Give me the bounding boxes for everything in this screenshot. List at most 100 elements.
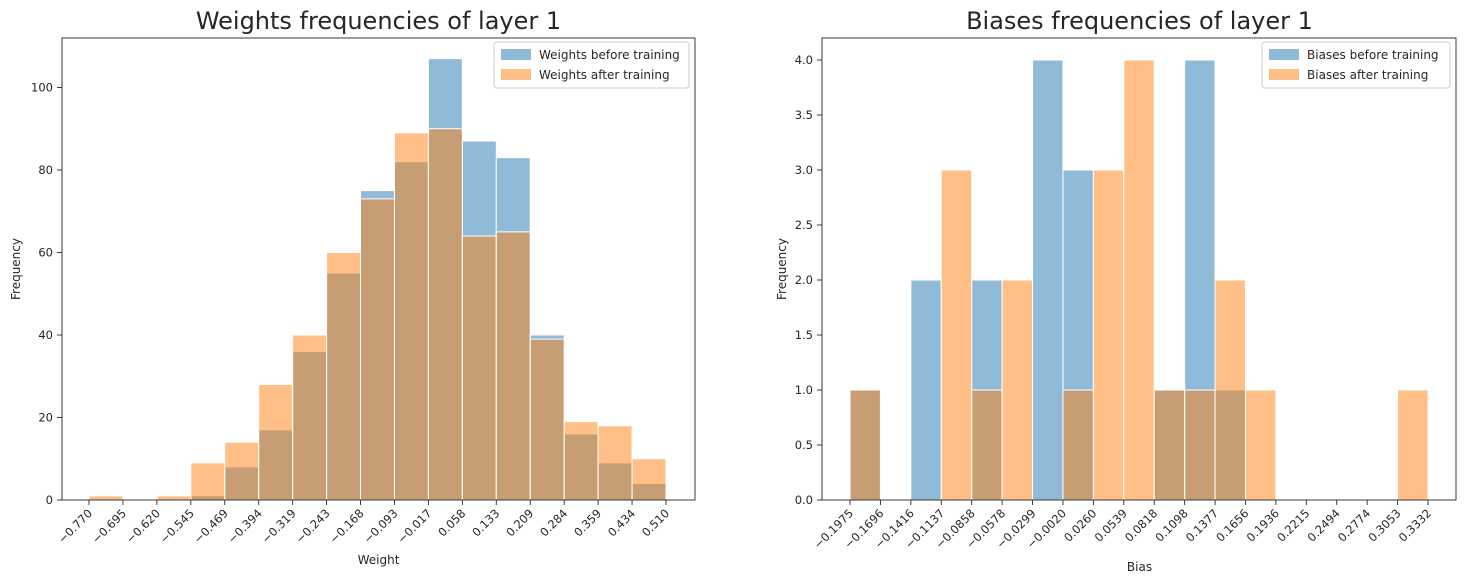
bar-before-6 xyxy=(1032,59,1064,501)
bar-after-8 xyxy=(1092,169,1125,501)
biases-legend-before: Biases before training xyxy=(1307,48,1439,62)
bar-after-18 xyxy=(1397,389,1429,501)
weights-bars xyxy=(88,58,667,501)
bar-after-6 xyxy=(292,334,328,501)
y-tick-label: 0 xyxy=(46,493,53,507)
x-tick-label: 0.2215 xyxy=(1274,506,1312,544)
y-tick-label: 3.5 xyxy=(795,108,813,122)
x-tick-label: 0.0818 xyxy=(1122,506,1160,544)
bar-after-7 xyxy=(1062,389,1094,501)
bar-after-12 xyxy=(1214,279,1246,501)
weights-histogram: Weights frequencies of layer 1 0 20 40 60 80… xyxy=(9,7,696,567)
bar-after-15 xyxy=(597,425,633,501)
weights-legend-frame xyxy=(493,41,690,89)
y-tick-label: 40 xyxy=(38,328,53,342)
bar-after-8 xyxy=(360,198,395,501)
x-tick-label: 0.1656 xyxy=(1213,506,1251,544)
x-tick-label: −0.017 xyxy=(395,506,435,546)
y-tick-label: 1.0 xyxy=(795,383,813,397)
y-tick-label: 4.0 xyxy=(795,53,813,67)
weights-chart-title: Weights frequencies of layer 1 xyxy=(196,7,561,35)
biases-bars xyxy=(849,59,1429,501)
biases-y-ticks: 0.0 0.5 1.0 1.5 2.0 2.5 3.0 3.5 4.0 xyxy=(795,53,822,507)
biases-legend: Biases before training Biases after trai… xyxy=(1261,41,1451,89)
y-tick-label: 80 xyxy=(38,163,53,177)
biases-histogram: Biases frequencies of layer 1 0.0 0.5 1.0 1… xyxy=(775,7,1457,574)
x-tick-label: 0.2774 xyxy=(1335,506,1373,544)
x-tick-label: 0.284 xyxy=(537,506,570,539)
bar-after-11 xyxy=(1184,389,1216,501)
bar-after-4 xyxy=(971,389,1003,501)
y-tick-label: 60 xyxy=(38,246,53,260)
x-tick-label: 0.3332 xyxy=(1396,506,1434,544)
x-tick-label: 0.0539 xyxy=(1092,506,1130,544)
x-tick-label: 0.0260 xyxy=(1061,506,1099,544)
bar-after-0 xyxy=(88,495,124,501)
weights-legend-after: Weights after training xyxy=(539,68,670,82)
biases-chart-title: Biases frequencies of layer 1 xyxy=(966,7,1313,35)
x-tick-label: −0.545 xyxy=(157,506,197,546)
weights-plot-frame xyxy=(61,37,696,501)
bar-before-2 xyxy=(910,279,942,501)
biases-x-ticks: −0.1975−0.1696−0.1416−0.1137−0.0858−0.05… xyxy=(811,500,1434,551)
x-tick-label: 0.1936 xyxy=(1244,506,1282,544)
bar-after-16 xyxy=(631,458,667,501)
bar-after-10 xyxy=(1153,389,1186,501)
x-tick-label: −0.620 xyxy=(123,506,163,546)
x-tick-label: 0.2494 xyxy=(1304,506,1342,544)
bar-after-4 xyxy=(224,441,260,501)
x-tick-label: −0.469 xyxy=(191,506,231,546)
biases-legend-frame xyxy=(1261,41,1451,89)
y-tick-label: 20 xyxy=(38,411,53,425)
bar-after-13 xyxy=(529,338,565,501)
x-tick-label: 0.1098 xyxy=(1152,506,1190,544)
bar-after-14 xyxy=(563,421,599,501)
bar-after-9 xyxy=(1123,59,1155,501)
bar-after-9 xyxy=(393,132,429,501)
x-tick-label: 0.510 xyxy=(639,506,672,539)
x-tick-label: −0.243 xyxy=(293,506,333,546)
bar-after-13 xyxy=(1244,389,1277,501)
x-tick-label: −0.093 xyxy=(361,506,401,546)
x-tick-label: 0.058 xyxy=(435,506,468,539)
x-tick-label: −0.319 xyxy=(259,506,299,546)
bar-after-7 xyxy=(326,252,362,501)
weights-legend-before: Weights before training xyxy=(539,48,680,62)
biases-legend-swatch-after xyxy=(1269,69,1299,80)
weights-legend: Weights before training Weights after tr… xyxy=(493,41,690,89)
x-tick-label: 0.434 xyxy=(605,506,638,539)
bar-after-5 xyxy=(258,384,294,501)
bar-after-5 xyxy=(1001,279,1034,501)
bar-after-12 xyxy=(495,231,531,501)
bar-after-2 xyxy=(156,495,192,501)
y-tick-label: 100 xyxy=(31,81,53,95)
y-tick-label: 0.5 xyxy=(795,438,813,452)
x-tick-label: 0.1377 xyxy=(1183,506,1221,544)
biases-y-axis-label: Frequency xyxy=(775,238,789,300)
y-tick-label: 1.5 xyxy=(795,328,813,342)
y-tick-label: 3.0 xyxy=(795,163,813,177)
bar-after-11 xyxy=(461,235,497,501)
x-tick-label: −0.394 xyxy=(225,506,265,546)
y-tick-label: 2.0 xyxy=(795,273,813,287)
biases-legend-swatch-before xyxy=(1269,49,1299,60)
biases-legend-after: Biases after training xyxy=(1307,68,1428,82)
weights-legend-swatch-after xyxy=(501,69,531,80)
weights-y-axis-label: Frequency xyxy=(9,238,23,300)
y-tick-label: 0.0 xyxy=(795,493,813,507)
x-tick-label: 0.133 xyxy=(469,506,502,539)
bar-after-0 xyxy=(849,389,881,501)
x-tick-label: −0.695 xyxy=(89,506,129,546)
biases-x-axis-label: Bias xyxy=(1127,560,1152,574)
x-tick-label: 0.359 xyxy=(571,506,604,539)
bar-after-10 xyxy=(427,128,463,501)
weights-x-ticks: −0.770−0.695−0.620−0.545−0.469−0.394−0.3… xyxy=(55,500,672,546)
x-tick-label: −0.168 xyxy=(327,506,367,546)
weights-x-axis-label: Weight xyxy=(358,553,400,567)
y-tick-label: 2.5 xyxy=(795,218,813,232)
weights-y-ticks: 0 20 40 60 80 100 xyxy=(31,81,62,507)
x-tick-label: −0.770 xyxy=(55,506,95,546)
weights-legend-swatch-before xyxy=(501,49,531,60)
bar-after-3 xyxy=(190,462,226,501)
